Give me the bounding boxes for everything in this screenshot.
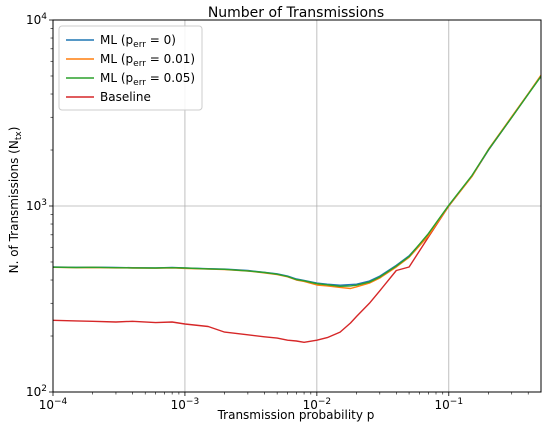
x-tick-label: 10−3 [171,397,200,412]
x-tick-base: 10 [435,398,450,412]
x-tick-label: 10−1 [435,397,464,412]
legend-label-rest: = 0.01) [146,52,195,66]
legend-label-rest: = 0) [146,33,176,47]
x-tick-exp: −4 [54,397,68,407]
legend: ML (perr = 0)ML (perr = 0.01)ML (perr = … [58,25,203,111]
y-tick-label: 102 [26,384,47,399]
series-layer [52,74,542,343]
y-axis-label: N. of Transmissions (Ntx) [7,127,24,274]
legend-box [58,25,203,111]
legend-label-rest: = 0.05) [146,71,195,85]
y-tick-base: 10 [26,385,41,399]
x-tick-label: 10−2 [303,397,332,412]
y-tick-label: 103 [26,198,47,213]
y-axis-label-main: N. of Transmissions (N [7,140,21,273]
legend-label: ML (perr = 0.01) [100,52,195,69]
y-tick-base: 10 [26,199,41,213]
x-tick-base: 10 [39,398,54,412]
chart-title: Number of Transmissions [208,5,384,21]
x-axis-label: Transmission probability p [217,408,375,422]
legend-label-sub: err [133,59,146,69]
series-line-2 [52,75,542,287]
y-tick-exp: 2 [41,384,47,394]
y-axis-label-sub: tx [14,131,24,141]
legend-label: Baseline [100,90,151,104]
x-tick-base: 10 [303,398,318,412]
y-tick-exp: 4 [41,12,47,22]
y-axis-label-close: ) [7,127,21,132]
x-tick-exp: −1 [450,397,463,407]
x-tick-exp: −3 [186,397,199,407]
legend-label-sub: err [133,40,146,50]
y-tick-base: 10 [26,13,41,27]
x-tick-exp: −2 [318,397,331,407]
legend-label-main: ML (p [100,33,133,47]
x-tick-base: 10 [171,398,186,412]
x-tick-label: 10−4 [39,397,68,412]
legend-label: ML (perr = 0) [100,33,176,50]
legend-label-main: ML (p [100,52,133,66]
y-tick-exp: 3 [41,198,47,208]
legend-label: ML (perr = 0.05) [100,71,195,88]
y-tick-label: 104 [26,12,47,27]
legend-label-main: ML (p [100,71,133,85]
legend-label-sub: err [133,78,146,88]
